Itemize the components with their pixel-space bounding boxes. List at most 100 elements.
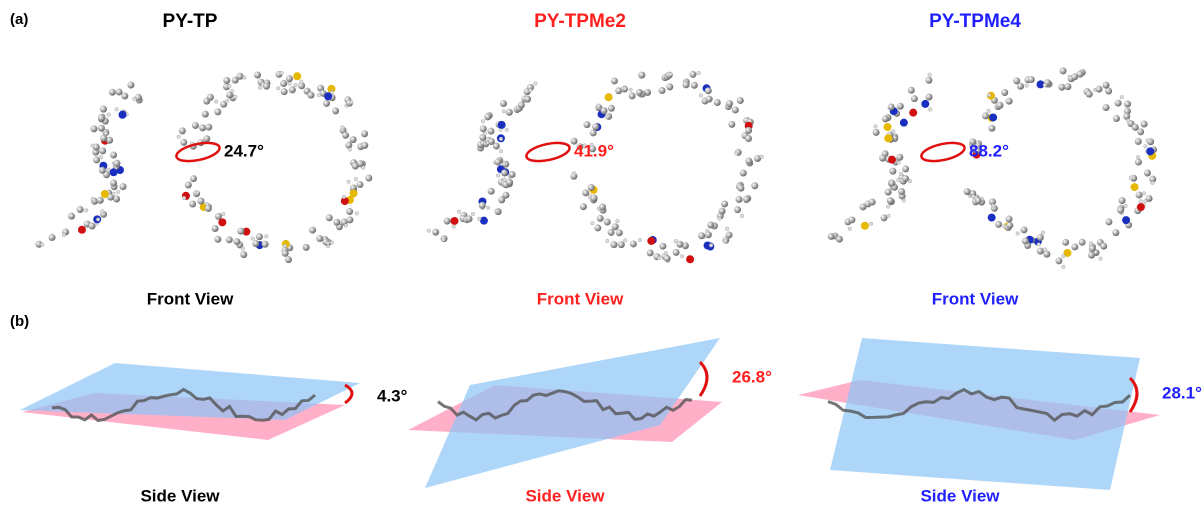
atom <box>214 212 222 220</box>
atom <box>607 104 615 112</box>
hydrogen <box>1138 199 1143 204</box>
hydrogen <box>725 226 730 231</box>
atom <box>1145 194 1153 202</box>
hydrogen <box>303 244 308 249</box>
hydrogen <box>84 208 89 213</box>
atom <box>879 154 887 162</box>
hydrogen <box>346 179 351 184</box>
atom <box>731 106 739 114</box>
hydrogen <box>873 124 878 129</box>
hydrogen <box>456 209 461 214</box>
hydrogen <box>1136 155 1141 160</box>
hydrogen <box>709 243 714 248</box>
atom <box>103 171 111 179</box>
atom <box>356 180 364 188</box>
atom <box>925 93 933 101</box>
hydrogen <box>361 165 366 170</box>
hydrogen <box>316 93 321 98</box>
atom <box>736 96 744 104</box>
hydrogen <box>480 119 485 124</box>
atom <box>119 183 127 191</box>
atom <box>743 195 751 203</box>
atom <box>1112 229 1120 237</box>
hydrogen <box>299 79 304 84</box>
atom <box>506 178 514 186</box>
hydrogen <box>680 254 685 259</box>
atom <box>189 200 197 208</box>
atom <box>963 188 971 196</box>
atom <box>77 225 86 234</box>
torsion-arrow <box>175 141 221 163</box>
hydrogen <box>181 195 186 200</box>
atom <box>134 93 142 101</box>
atom <box>342 131 350 139</box>
hydrogen <box>347 147 352 152</box>
atom <box>666 83 674 91</box>
atom <box>1137 128 1145 136</box>
hydrogen <box>623 238 628 243</box>
atom <box>108 88 116 96</box>
hydrogen <box>441 237 446 242</box>
atom <box>252 240 260 248</box>
hydrogen <box>899 171 904 176</box>
atom <box>598 203 606 211</box>
hydrogen <box>90 197 95 202</box>
atom <box>284 256 292 264</box>
atom <box>1076 70 1084 78</box>
side-molecule <box>827 387 1132 423</box>
atom <box>1036 247 1044 255</box>
hydrogen <box>325 241 330 246</box>
atom <box>728 120 736 128</box>
dihedral-angle: 28.1° <box>1162 383 1202 402</box>
atom <box>110 179 118 187</box>
atom <box>48 234 56 242</box>
molecules <box>35 67 1158 269</box>
atom <box>698 232 706 240</box>
atom <box>100 190 109 199</box>
atom <box>233 238 241 246</box>
torsion-angle: 41.9° <box>574 141 614 160</box>
atom <box>587 183 595 191</box>
hydrogen <box>221 212 226 217</box>
hydrogen <box>477 216 482 221</box>
hydrogen <box>717 216 722 221</box>
hydrogen <box>349 100 354 105</box>
atom <box>1122 216 1131 225</box>
hydrogen <box>928 107 933 112</box>
atom <box>110 151 118 159</box>
atom <box>191 121 199 129</box>
atom <box>1105 218 1113 226</box>
atom <box>88 222 96 230</box>
atom <box>1005 97 1013 105</box>
atom <box>325 214 333 222</box>
atom <box>494 158 502 166</box>
hydrogen <box>1036 242 1041 247</box>
dihedral-angle: 4.3° <box>377 386 408 405</box>
atom <box>1136 203 1145 212</box>
dihedral-arrow <box>1128 376 1139 413</box>
atom <box>1088 251 1096 259</box>
hydrogen <box>1024 83 1029 88</box>
atom <box>682 81 690 89</box>
atom <box>298 82 306 90</box>
atom <box>899 118 908 127</box>
atom <box>505 108 513 116</box>
hydrogen <box>106 112 111 117</box>
atom <box>745 126 753 134</box>
torsion-angle: 88.2° <box>969 141 1009 160</box>
atom <box>1149 175 1157 183</box>
atom <box>1112 115 1120 123</box>
hydrogen <box>1143 144 1148 149</box>
atom <box>443 217 451 225</box>
side-molecule <box>437 389 693 422</box>
atom <box>681 242 689 250</box>
hydrogen <box>896 178 901 183</box>
atom <box>896 153 904 161</box>
torsion-arrow <box>525 141 571 163</box>
atom <box>432 228 440 236</box>
atom <box>872 128 880 136</box>
hydrogen <box>668 71 673 76</box>
hydrogen <box>1145 138 1150 143</box>
atom <box>487 127 495 135</box>
hydrogen <box>224 98 229 103</box>
